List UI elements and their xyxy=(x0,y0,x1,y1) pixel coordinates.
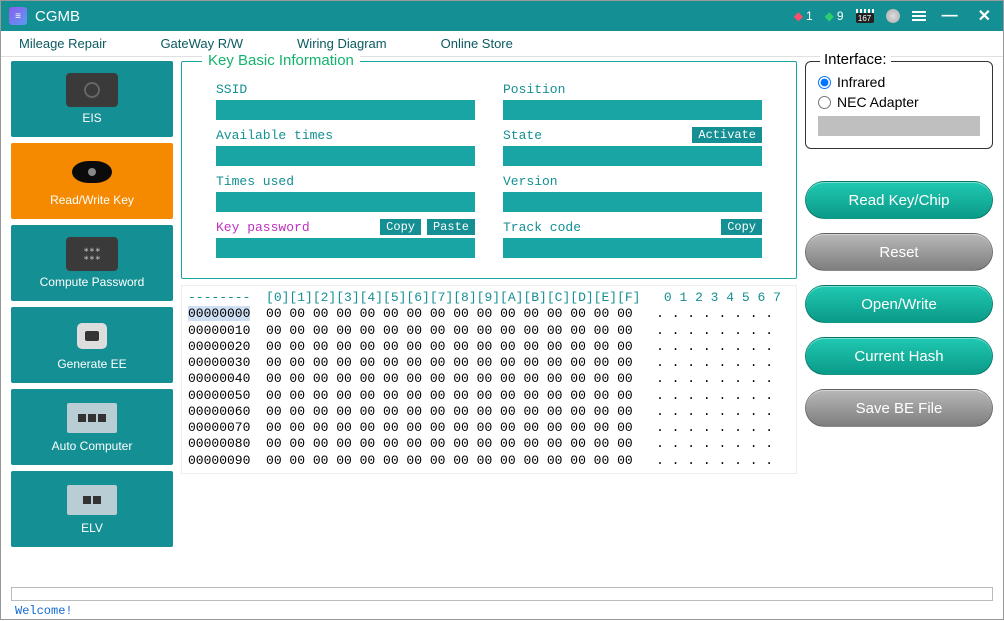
keypad-icon: ∗∗∗∗∗∗ xyxy=(66,237,118,271)
app-icon: ≡ xyxy=(9,7,27,25)
sidebar-item-label: ELV xyxy=(81,521,103,535)
sidebar-item-label: Compute Password xyxy=(40,275,145,289)
app-title: CGMB xyxy=(35,8,794,25)
read-key-chip-button[interactable]: Read Key/Chip xyxy=(805,181,993,219)
interface-panel: Interface: Infrared NEC Adapter xyxy=(805,61,993,149)
medal-icon xyxy=(886,9,900,23)
ssid-label: SSID xyxy=(216,80,475,98)
menu-gateway-rw[interactable]: GateWay R/W xyxy=(160,36,243,51)
state-label: State xyxy=(503,128,542,143)
progress-bar xyxy=(11,587,993,601)
key-password-label: Key password xyxy=(216,220,310,235)
board-icon xyxy=(66,483,118,517)
available-times-value xyxy=(216,146,475,166)
minimize-button[interactable]: — xyxy=(938,7,962,25)
times-used-label: Times used xyxy=(216,172,475,190)
sidebar-item-elv[interactable]: ELV xyxy=(11,471,173,547)
state-value xyxy=(503,146,762,166)
track-code-value xyxy=(503,238,762,258)
sidebar-item-generate-ee[interactable]: Generate EE xyxy=(11,307,173,383)
key-password-value xyxy=(216,238,475,258)
reset-button[interactable]: Reset xyxy=(805,233,993,271)
close-button[interactable]: ✕ xyxy=(974,6,995,26)
current-hash-button[interactable]: Current Hash xyxy=(805,337,993,375)
menu-icon[interactable] xyxy=(912,11,926,21)
interface-status xyxy=(818,116,980,136)
hex-viewer[interactable]: -------- [0][1][2][3][4][5][6][7][8][9][… xyxy=(181,285,797,474)
interface-infrared-radio[interactable]: Infrared xyxy=(818,74,980,90)
interface-title: Interface: xyxy=(820,51,891,68)
eis-icon xyxy=(66,73,118,107)
paste-password-button[interactable]: Paste xyxy=(427,219,475,235)
track-code-label: Track code xyxy=(503,220,581,235)
panel-title: Key Basic Information xyxy=(202,52,360,69)
version-label: Version xyxy=(503,172,762,190)
sidebar-item-auto-computer[interactable]: Auto Computer xyxy=(11,389,173,465)
ecu-icon xyxy=(66,401,118,435)
sidebar-item-label: EIS xyxy=(82,111,101,125)
key-icon xyxy=(66,155,118,189)
times-used-value xyxy=(216,192,475,212)
position-label: Position xyxy=(503,80,762,98)
sidebar-item-label: Auto Computer xyxy=(52,439,133,453)
menu-mileage-repair[interactable]: Mileage Repair xyxy=(19,36,106,51)
chip-counter: 167 xyxy=(856,9,874,23)
activate-button[interactable]: Activate xyxy=(692,127,762,143)
sidebar: EIS Read/Write Key ∗∗∗∗∗∗ Compute Passwo… xyxy=(11,61,173,585)
available-times-label: Available times xyxy=(216,126,475,144)
gems-red: ◆1 xyxy=(794,9,813,23)
printer-icon xyxy=(66,319,118,353)
ssid-value xyxy=(216,100,475,120)
copy-track-button[interactable]: Copy xyxy=(721,219,762,235)
title-bar: ≡ CGMB ◆1 ◆9 167 — ✕ xyxy=(1,1,1003,31)
open-write-button[interactable]: Open/Write xyxy=(805,285,993,323)
key-basic-information-panel: Key Basic Information SSID Position Avai… xyxy=(181,61,797,279)
gems-green: ◆9 xyxy=(825,9,844,23)
sidebar-item-label: Read/Write Key xyxy=(50,193,134,207)
position-value xyxy=(503,100,762,120)
menu-wiring-diagram[interactable]: Wiring Diagram xyxy=(297,36,387,51)
sidebar-item-label: Generate EE xyxy=(57,357,126,371)
sidebar-item-eis[interactable]: EIS xyxy=(11,61,173,137)
version-value xyxy=(503,192,762,212)
sidebar-item-read-write-key[interactable]: Read/Write Key xyxy=(11,143,173,219)
menu-online-store[interactable]: Online Store xyxy=(441,36,513,51)
interface-nec-radio[interactable]: NEC Adapter xyxy=(818,94,980,110)
sidebar-item-compute-password[interactable]: ∗∗∗∗∗∗ Compute Password xyxy=(11,225,173,301)
save-be-file-button[interactable]: Save BE File xyxy=(805,389,993,427)
copy-password-button[interactable]: Copy xyxy=(380,219,421,235)
status-text: Welcome! xyxy=(11,601,993,621)
